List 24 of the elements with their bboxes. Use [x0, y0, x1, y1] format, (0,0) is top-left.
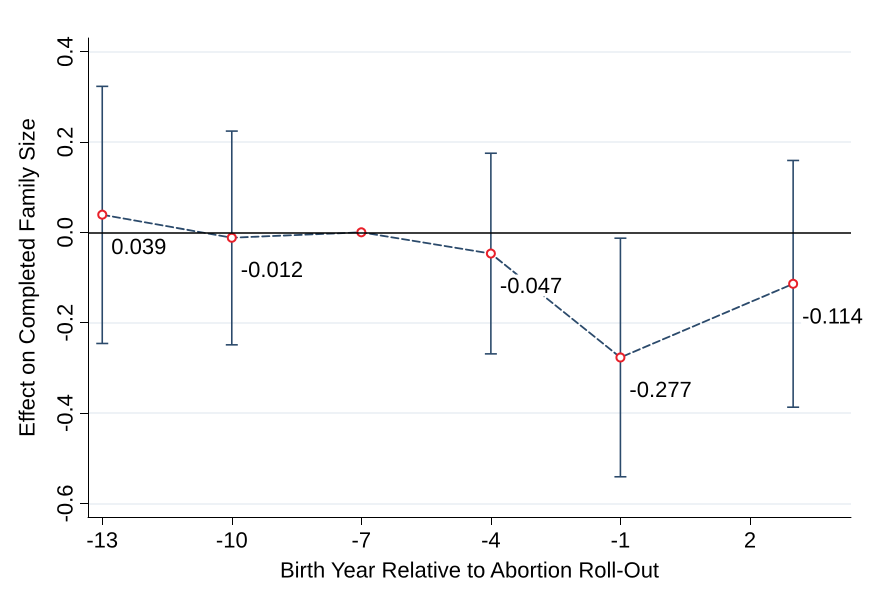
- y-tick-label: -0.2: [52, 304, 78, 342]
- data-label: -0.012: [240, 257, 304, 282]
- data-label: 0.039: [111, 234, 166, 260]
- y-tick-label: 0.0: [52, 217, 78, 248]
- data-label: -0.047: [500, 273, 562, 298]
- y-tick-label: -0.4: [52, 394, 78, 432]
- x-tick-label: -13: [86, 528, 118, 552]
- y-tick-label: -0.6: [52, 484, 78, 522]
- point: [226, 232, 237, 243]
- point: [615, 352, 626, 362]
- x-tick-label: -10: [216, 528, 248, 552]
- x-axis-title: Birth Year Relative to Abortion Roll-Out: [280, 558, 660, 582]
- x-tick-label: -7: [352, 528, 372, 552]
- y-tick-label: 0.2: [52, 126, 78, 158]
- point: [97, 210, 108, 220]
- point: [788, 278, 798, 289]
- x-tick-label: -1: [610, 528, 630, 552]
- y-tick-label: 0.4: [52, 36, 78, 67]
- data-label: -0.114: [802, 303, 863, 328]
- point: [486, 248, 496, 259]
- x-tick-label: 2: [744, 528, 756, 552]
- data-label: -0.277: [629, 376, 692, 402]
- x-tick-label: -4: [481, 528, 501, 552]
- y-axis-title: Effect on Completed Family Size: [14, 118, 40, 437]
